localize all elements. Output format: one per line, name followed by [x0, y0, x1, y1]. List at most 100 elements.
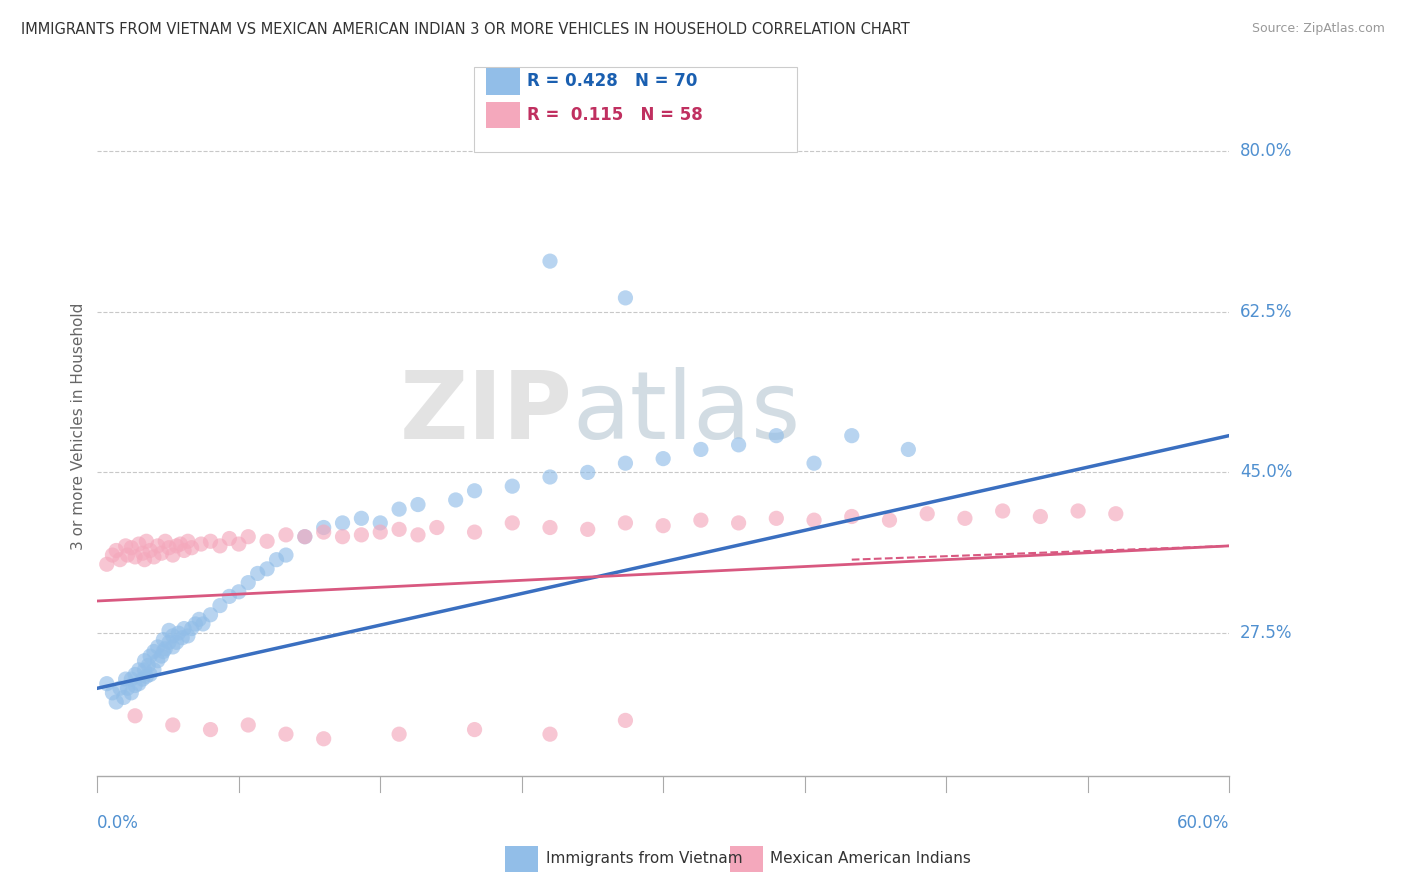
Point: [177, 534, 200, 549]
Point: [180, 622, 202, 636]
Point: [274, 548, 297, 562]
Point: [162, 640, 184, 654]
Point: [134, 663, 156, 677]
Point: [312, 525, 335, 540]
Point: [128, 676, 150, 690]
Point: [464, 723, 486, 737]
Point: [134, 552, 156, 566]
Point: [177, 629, 200, 643]
Point: [173, 622, 195, 636]
Point: [188, 612, 211, 626]
Point: [228, 537, 250, 551]
Point: [173, 543, 195, 558]
Text: 45.0%: 45.0%: [1240, 464, 1292, 482]
Point: [501, 479, 523, 493]
Point: [152, 644, 174, 658]
Point: [191, 617, 214, 632]
Point: [576, 466, 599, 480]
Point: [108, 681, 131, 696]
Point: [388, 502, 411, 516]
Point: [134, 654, 156, 668]
Point: [538, 727, 561, 741]
Point: [152, 632, 174, 647]
Point: [256, 562, 278, 576]
Point: [652, 518, 675, 533]
Point: [803, 513, 825, 527]
Point: [96, 558, 118, 572]
Point: [388, 522, 411, 536]
Point: [614, 456, 637, 470]
Point: [157, 635, 180, 649]
Point: [274, 528, 297, 542]
Point: [218, 590, 240, 604]
Point: [169, 537, 191, 551]
Point: [124, 678, 146, 692]
Point: [614, 714, 637, 728]
Point: [200, 723, 222, 737]
Point: [1067, 504, 1090, 518]
Point: [139, 667, 162, 681]
Point: [915, 507, 938, 521]
Point: [576, 522, 599, 536]
Point: [538, 520, 561, 534]
Point: [1029, 509, 1052, 524]
Point: [274, 727, 297, 741]
Point: [114, 672, 136, 686]
Point: [120, 541, 142, 555]
Point: [991, 504, 1014, 518]
Point: [727, 516, 749, 530]
Point: [501, 516, 523, 530]
Point: [120, 686, 142, 700]
Point: [294, 530, 316, 544]
Point: [614, 516, 637, 530]
Point: [426, 520, 449, 534]
Point: [117, 681, 139, 696]
Point: [765, 428, 787, 442]
Point: [406, 528, 429, 542]
Text: 80.0%: 80.0%: [1240, 142, 1292, 160]
Point: [146, 654, 169, 668]
Text: Source: ZipAtlas.com: Source: ZipAtlas.com: [1251, 22, 1385, 36]
Point: [124, 549, 146, 564]
Point: [218, 532, 240, 546]
Point: [117, 548, 139, 562]
Point: [142, 644, 165, 658]
Point: [172, 631, 194, 645]
Point: [765, 511, 787, 525]
Point: [146, 640, 169, 654]
Point: [105, 695, 128, 709]
Point: [444, 492, 467, 507]
Point: [246, 566, 269, 581]
Point: [312, 520, 335, 534]
Point: [146, 539, 169, 553]
Point: [162, 629, 184, 643]
Text: Mexican American Indians: Mexican American Indians: [770, 852, 972, 866]
Point: [108, 552, 131, 566]
Point: [368, 516, 391, 530]
Point: [208, 599, 231, 613]
Point: [101, 686, 124, 700]
Point: [238, 530, 260, 544]
Point: [256, 534, 278, 549]
Point: [332, 516, 354, 530]
Point: [190, 537, 212, 551]
Point: [727, 438, 749, 452]
Point: [124, 708, 146, 723]
Point: [114, 539, 136, 553]
Point: [238, 575, 260, 590]
Point: [167, 626, 190, 640]
Point: [538, 470, 561, 484]
Text: 62.5%: 62.5%: [1240, 302, 1292, 320]
Point: [464, 483, 486, 498]
Point: [388, 727, 411, 741]
Point: [105, 543, 128, 558]
Point: [166, 635, 188, 649]
Point: [350, 511, 373, 525]
Point: [131, 546, 153, 560]
Point: [155, 534, 177, 549]
Point: [266, 552, 288, 566]
Text: R =  0.115   N = 58: R = 0.115 N = 58: [527, 106, 703, 124]
Point: [184, 617, 207, 632]
Point: [652, 451, 675, 466]
Text: atlas: atlas: [572, 367, 801, 458]
